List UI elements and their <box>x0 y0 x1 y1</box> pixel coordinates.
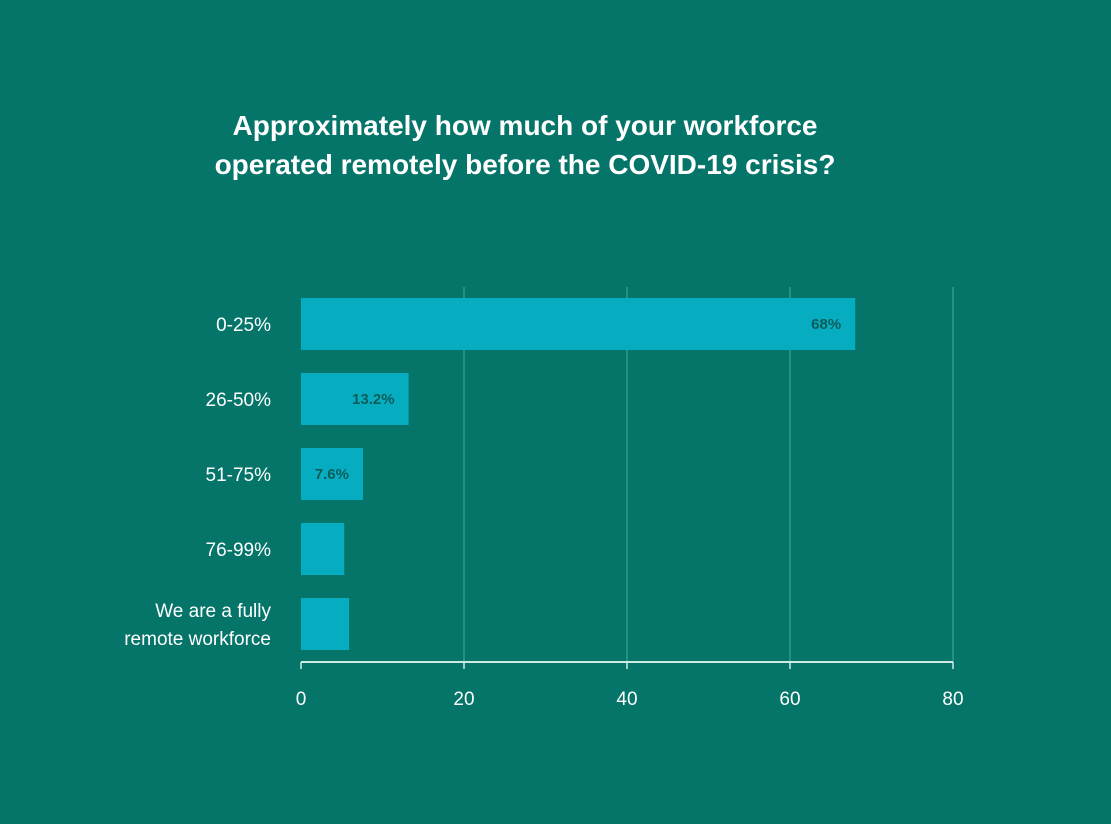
category-label: We are a fully <box>155 601 271 622</box>
bar <box>301 448 363 500</box>
chart-title-line-2: operated remotely before the COVID-19 cr… <box>214 149 836 180</box>
category-label: 76-99% <box>206 540 272 561</box>
category-label: 0-25% <box>216 315 271 336</box>
data-label: 7.6% <box>315 466 349 483</box>
bar <box>301 598 350 650</box>
x-tick-label: 0 <box>296 689 307 710</box>
x-tick-label: 80 <box>942 689 963 710</box>
bar <box>301 373 409 425</box>
x-tick-label: 20 <box>453 689 474 710</box>
data-label: 13.2% <box>352 391 395 408</box>
bar <box>301 298 856 350</box>
category-label: 26-50% <box>206 390 272 411</box>
bar <box>301 523 345 575</box>
bars <box>301 298 856 650</box>
labels: 0 20 40 60 80 0-25% 68% 26-50% 13.2% 51-75% 7.6% 76… <box>124 315 963 710</box>
chart-title-line-1: Approximately how much of your workforce <box>232 110 818 141</box>
category-label: 51-75% <box>206 465 272 486</box>
chart-title: Approximately how much of your workforce… <box>150 106 900 184</box>
x-tick-label: 60 <box>779 689 800 710</box>
x-tick-label: 40 <box>616 689 637 710</box>
data-label: 68% <box>811 316 841 333</box>
category-label: remote workforce <box>124 629 271 650</box>
